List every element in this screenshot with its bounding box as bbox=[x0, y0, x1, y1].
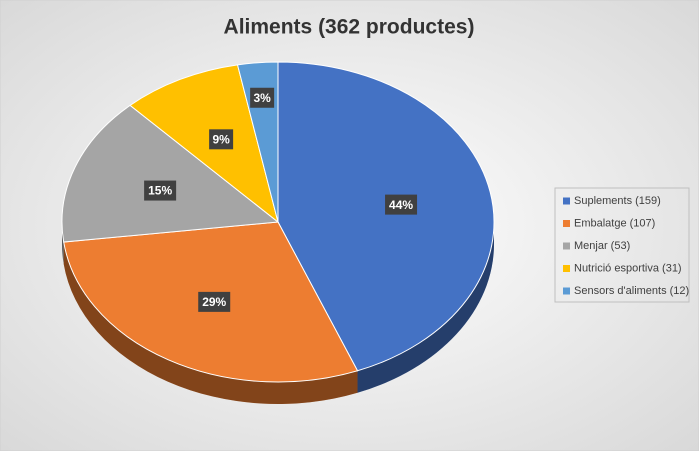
data-label-box bbox=[209, 129, 234, 150]
slice bbox=[277, 61, 495, 372]
legend-swatch bbox=[563, 220, 570, 227]
data-label-box bbox=[250, 87, 275, 108]
legend-swatch bbox=[563, 265, 570, 272]
data-label-box bbox=[144, 180, 177, 201]
slice-side-shade bbox=[357, 222, 494, 393]
chart-title: Aliments (362 productes) bbox=[224, 16, 475, 39]
data-label: 44% bbox=[389, 198, 413, 212]
legend-label: Suplements (159) bbox=[574, 195, 661, 207]
data-label-box bbox=[385, 194, 418, 215]
data-label: 29% bbox=[202, 295, 226, 309]
slice bbox=[61, 104, 280, 243]
legend-swatch bbox=[563, 242, 570, 250]
legend-label: Nutrició esportiva (31) bbox=[574, 262, 682, 274]
legend-label: Menjar (53) bbox=[574, 240, 630, 252]
slice-side bbox=[357, 222, 494, 393]
legend-swatch bbox=[563, 287, 570, 295]
slice-side-shade bbox=[63, 242, 358, 404]
legend-swatch bbox=[563, 197, 570, 205]
legend-box bbox=[554, 187, 690, 303]
legend-label: Embalatge (107) bbox=[574, 217, 655, 229]
slice-side bbox=[63, 242, 358, 404]
data-label: 3% bbox=[253, 91, 271, 105]
data-label-box bbox=[198, 291, 231, 312]
data-label: 9% bbox=[212, 132, 230, 146]
data-label: 15% bbox=[148, 184, 172, 198]
legend-label: Sensors d'aliments (12) bbox=[574, 285, 689, 297]
slice bbox=[129, 64, 279, 224]
